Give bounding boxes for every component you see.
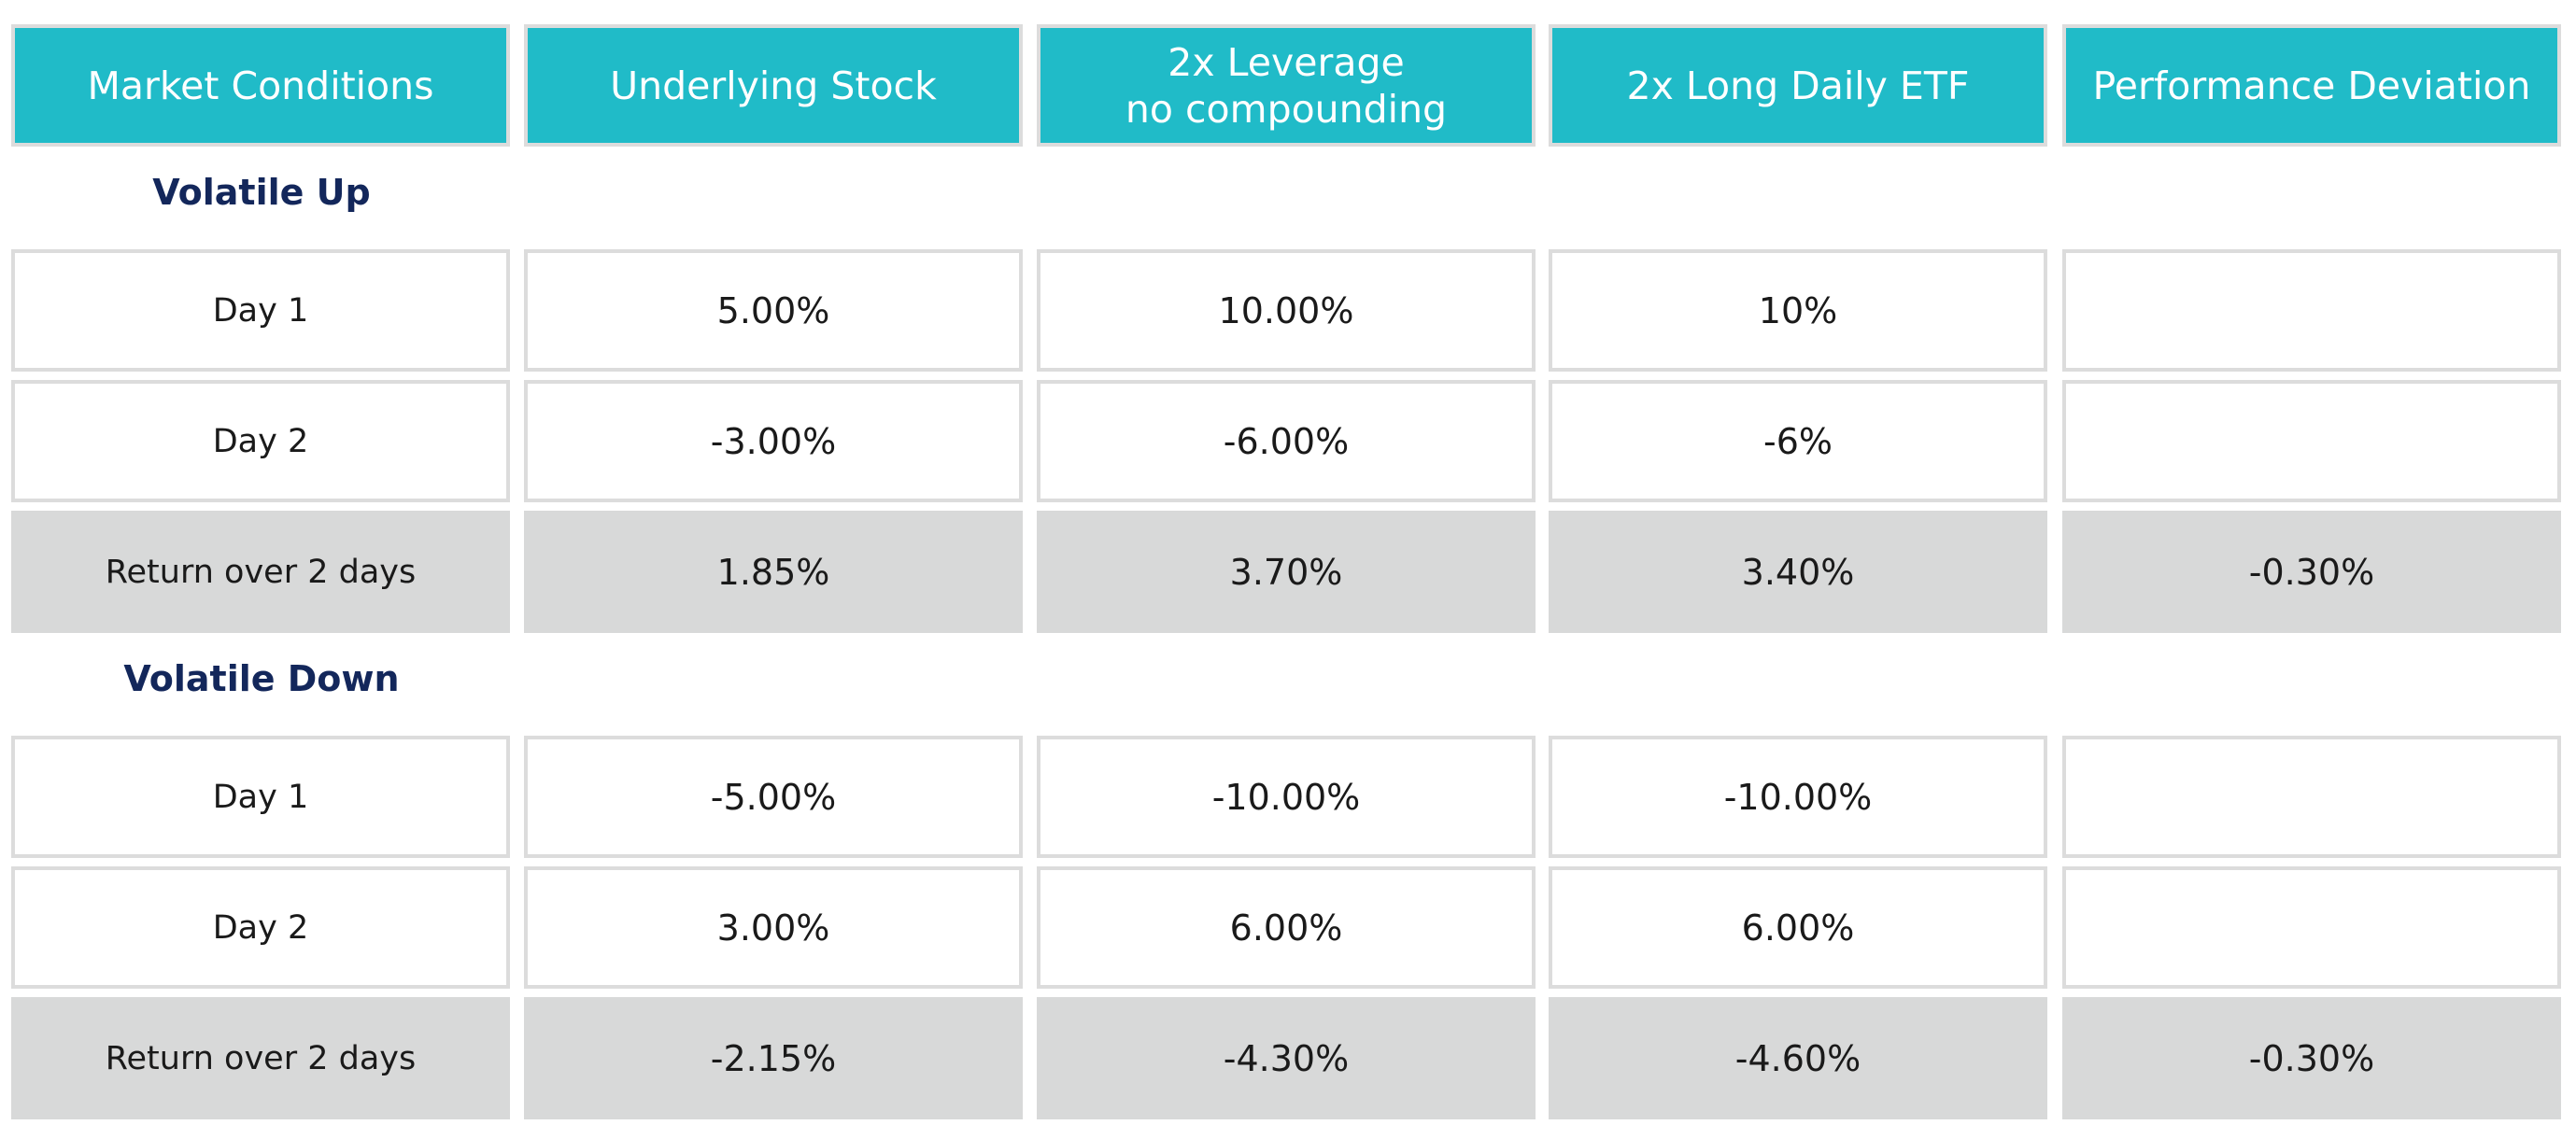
summary-row-label: Return over 2 days xyxy=(11,511,510,633)
header-label: 2x Long Daily ETF xyxy=(1626,63,1970,108)
header-2x-leverage: 2x Leverage no compounding xyxy=(1037,24,1536,147)
header-label: Market Conditions xyxy=(87,63,434,108)
table-cell: 10.00% xyxy=(1037,249,1536,372)
table-cell: 6.00% xyxy=(1037,866,1536,989)
summary-cell: 3.40% xyxy=(1549,511,2047,633)
header-performance-deviation: Performance Deviation xyxy=(2062,24,2561,147)
section-title-volatile-up: Volatile Up xyxy=(152,172,371,213)
row-label: Day 1 xyxy=(11,736,510,858)
table-cell: -3.00% xyxy=(524,380,1023,502)
summary-cell: 3.70% xyxy=(1037,511,1536,633)
table-cell xyxy=(2062,380,2561,502)
header-label: Performance Deviation xyxy=(2092,63,2531,108)
header-2x-long-daily-etf: 2x Long Daily ETF xyxy=(1549,24,2047,147)
section-title-volatile-down: Volatile Down xyxy=(123,658,400,699)
summary-cell: -4.30% xyxy=(1037,997,1536,1119)
table-cell: 10% xyxy=(1549,249,2047,372)
header-market-conditions: Market Conditions xyxy=(11,24,510,147)
summary-cell: -0.30% xyxy=(2062,511,2561,633)
summary-row-label: Return over 2 days xyxy=(11,997,510,1119)
header-label: Underlying Stock xyxy=(610,63,937,108)
table-cell: -6% xyxy=(1549,380,2047,502)
table-cell: -10.00% xyxy=(1037,736,1536,858)
row-label: Day 1 xyxy=(11,249,510,372)
table-cell: 3.00% xyxy=(524,866,1023,989)
summary-cell: -4.60% xyxy=(1549,997,2047,1119)
table-cell: 5.00% xyxy=(524,249,1023,372)
table-cell: 6.00% xyxy=(1549,866,2047,989)
summary-cell: 1.85% xyxy=(524,511,1023,633)
table-cell: -10.00% xyxy=(1549,736,2047,858)
header-underlying-stock: Underlying Stock xyxy=(524,24,1023,147)
table-cell xyxy=(2062,249,2561,372)
row-label: Day 2 xyxy=(11,380,510,502)
summary-cell: -2.15% xyxy=(524,997,1023,1119)
table-cell: -6.00% xyxy=(1037,380,1536,502)
table-cell: -5.00% xyxy=(524,736,1023,858)
table-cell xyxy=(2062,736,2561,858)
row-label: Day 2 xyxy=(11,866,510,989)
summary-cell: -0.30% xyxy=(2062,997,2561,1119)
header-label: 2x Leverage no compounding xyxy=(1125,39,1448,132)
table-cell xyxy=(2062,866,2561,989)
